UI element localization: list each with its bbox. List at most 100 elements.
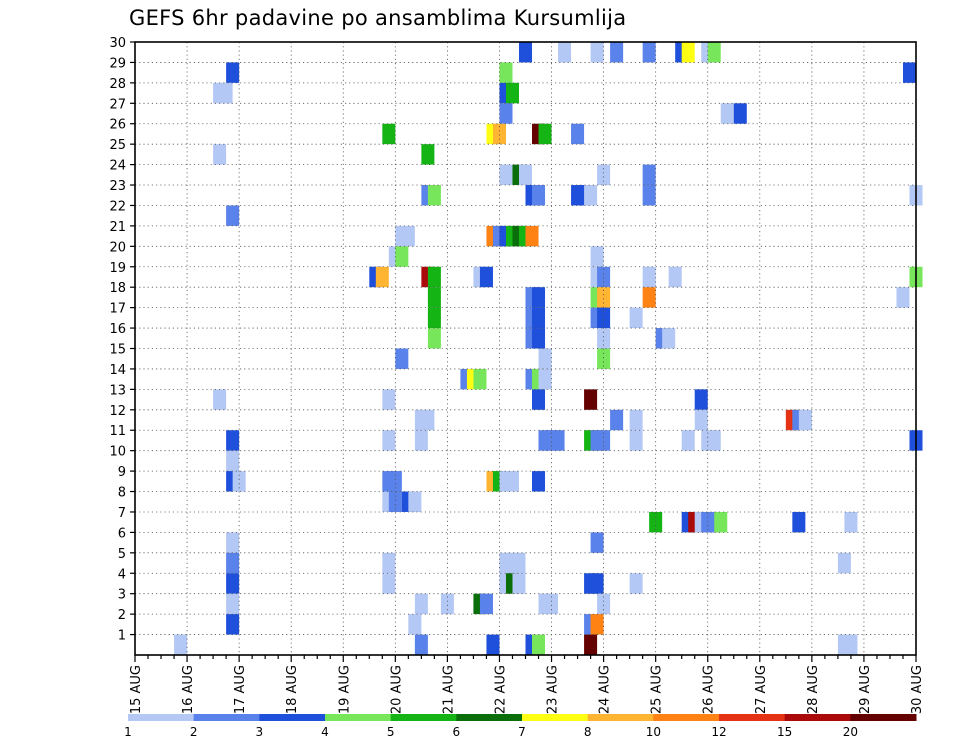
heatmap-cell [584, 634, 598, 655]
y-tick-label: 20 [109, 240, 126, 255]
heatmap-cell [538, 123, 552, 145]
heatmap-cell [499, 164, 513, 186]
heatmap-cell [610, 42, 624, 63]
heatmap-cells [174, 42, 923, 655]
heatmap-cell [382, 389, 396, 410]
heatmap-cell [382, 123, 396, 145]
y-axis: 1234567891011121314151617181920212223242… [109, 36, 135, 644]
colorbar-label: 7 [518, 725, 526, 739]
heatmap-cell [427, 307, 441, 329]
heatmap-cell [382, 552, 396, 574]
y-tick-label: 8 [118, 486, 126, 501]
heatmap-cell [649, 511, 663, 533]
heatmap-cell [427, 287, 441, 308]
heatmap-cell [629, 573, 643, 594]
heatmap-cell [720, 103, 734, 124]
colorbar-label: 5 [387, 725, 395, 739]
heatmap-cell [375, 266, 389, 288]
heatmap-cell [226, 450, 240, 472]
heatmap-cell [518, 42, 533, 63]
y-tick-label: 14 [109, 363, 126, 378]
heatmap-cell [844, 511, 858, 533]
y-tick-label: 17 [109, 302, 126, 317]
heatmap-cell [479, 593, 493, 615]
heatmap-cell [597, 348, 611, 369]
colorbar-swatch [587, 714, 654, 721]
y-tick-label: 16 [109, 322, 126, 337]
heatmap-cell [473, 368, 487, 390]
heatmap-cell [219, 82, 233, 104]
heatmap-cell [590, 246, 604, 267]
colorbar-swatch [719, 714, 786, 721]
heatmap-cell [226, 430, 240, 451]
x-tick-label: 17 AUG [233, 665, 248, 714]
heatmap-cell [440, 593, 454, 615]
colorbar-label: 8 [584, 725, 592, 739]
heatmap-cell [213, 144, 227, 165]
x-tick-label: 23 AUG [546, 665, 561, 714]
heatmap-cell [401, 225, 415, 247]
y-tick-label: 18 [109, 281, 126, 296]
heatmap-cell [792, 511, 806, 533]
heatmap-cell [532, 185, 546, 206]
colorbar-label: 3 [256, 725, 264, 739]
heatmap-cell [662, 328, 676, 349]
y-tick-label: 1 [118, 629, 126, 644]
heatmap-cell [388, 471, 402, 492]
colorbar-swatch [653, 714, 720, 721]
chart-title: GEFS 6hr padavine po ansamblima Kursumli… [129, 6, 627, 30]
colorbar-swatch [128, 714, 195, 721]
heatmap-cell [479, 266, 493, 288]
heatmap-cell [421, 409, 435, 431]
colorbar-label: 1 [124, 725, 132, 739]
colorbar-label: 6 [453, 725, 461, 739]
heatmap-cell [896, 287, 910, 308]
heatmap-cell [694, 389, 708, 410]
heatmap-cell [414, 634, 428, 655]
heatmap-cell [642, 164, 656, 186]
heatmap-cell [590, 42, 604, 63]
y-tick-label: 12 [109, 404, 126, 419]
heatmap-cell [597, 593, 611, 615]
heatmap-cell [388, 491, 402, 512]
x-tick-label: 15 AUG [129, 665, 144, 714]
x-tick-label: 18 AUG [285, 665, 300, 714]
heatmap-cell [174, 634, 188, 655]
heatmap-cell [213, 389, 227, 410]
heatmap-cell [597, 266, 611, 288]
heatmap-cell [642, 287, 656, 308]
heatmap-cell [558, 42, 572, 63]
y-tick-label: 6 [118, 526, 126, 541]
heatmap-cell [597, 328, 611, 349]
heatmap-cell [414, 593, 428, 615]
heatmap-cell [694, 409, 708, 431]
heatmap-cell [668, 266, 682, 288]
colorbar-swatch [784, 714, 851, 721]
heatmap-cell [382, 430, 396, 451]
heatmap-cell [597, 307, 611, 329]
y-tick-label: 24 [109, 159, 126, 174]
heatmap-cell [499, 62, 513, 83]
heatmap-cell [414, 430, 428, 451]
x-tick-label: 16 AUG [181, 665, 196, 714]
y-tick-label: 21 [109, 220, 126, 235]
heatmap-cell [382, 573, 396, 594]
colorbar-swatch [522, 714, 589, 721]
heatmap-cell [395, 348, 409, 369]
heatmap-cell [714, 511, 728, 533]
colorbar-label: 2 [190, 725, 198, 739]
heatmap-cell [642, 185, 656, 206]
heatmap-cell [532, 328, 546, 349]
heatmap-cell [512, 552, 526, 574]
heatmap-cell [584, 185, 598, 206]
heatmap-cell [590, 532, 604, 553]
heatmap-cell [629, 430, 643, 451]
colorbar-label: 12 [711, 725, 726, 739]
colorbar-legend: 1 2 3 4 5 6 7 8 10 12 15 20 [124, 714, 917, 739]
heatmap-cell [597, 164, 611, 186]
x-tick-label: 28 AUG [806, 665, 821, 714]
heatmap-cell [232, 471, 246, 492]
heatmap-cell [629, 409, 643, 431]
heatmap-cell [499, 103, 513, 124]
